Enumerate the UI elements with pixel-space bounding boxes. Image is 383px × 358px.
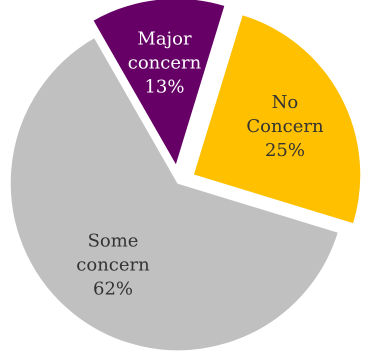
pie-slices [9, 0, 362, 352]
pie-slice-label-1: Some concern 62% [76, 230, 150, 299]
pie-slice-label-2: Major concern 13% [128, 29, 202, 98]
pie-slice-2 [91, 0, 227, 168]
pie-slice-label-0: No Concern 25% [246, 92, 324, 161]
pie-slice-0 [192, 13, 362, 226]
pie-labels: No Concern 25% Some concern 62% Major concern 13… [76, 29, 324, 300]
pie-slice-1 [9, 36, 340, 352]
